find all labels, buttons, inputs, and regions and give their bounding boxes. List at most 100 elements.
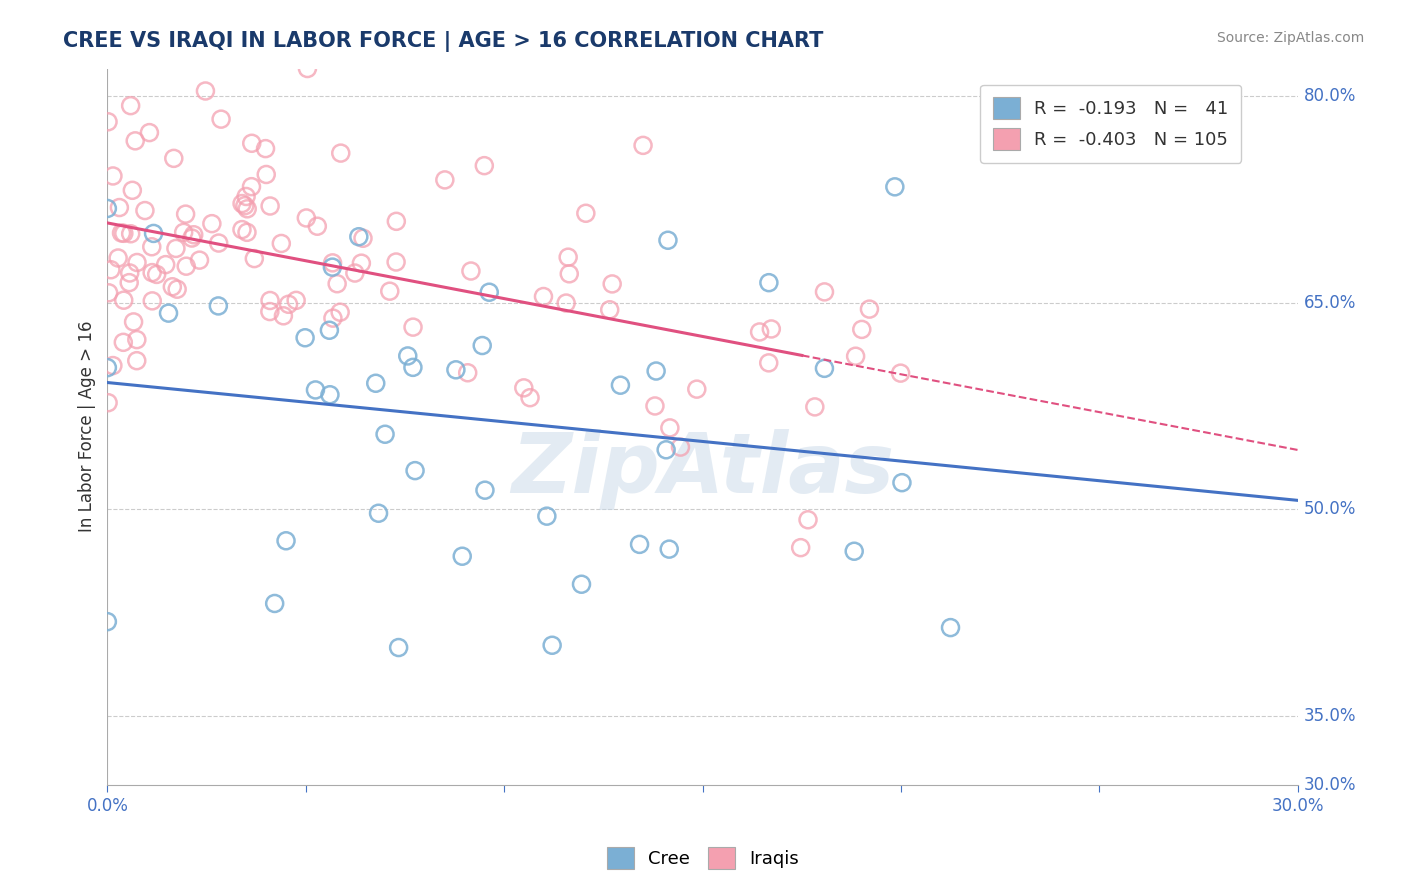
Point	[883, 179, 905, 194]
Point	[658, 542, 681, 557]
Point	[112, 293, 135, 308]
Point	[575, 206, 598, 220]
Point	[644, 399, 666, 413]
Point	[761, 322, 783, 336]
Point	[155, 258, 177, 272]
Point	[108, 201, 131, 215]
Point	[236, 202, 259, 216]
Point	[364, 376, 387, 391]
Point	[163, 152, 186, 166]
Point	[165, 242, 187, 256]
Point	[125, 255, 148, 269]
Point	[304, 383, 326, 397]
Point	[307, 219, 329, 234]
Point	[235, 189, 257, 203]
Point	[134, 203, 156, 218]
Point	[804, 400, 827, 414]
Point	[478, 285, 501, 300]
Point	[97, 395, 120, 409]
Point	[141, 293, 163, 308]
Point	[396, 349, 419, 363]
Point	[628, 537, 651, 551]
Point	[207, 299, 229, 313]
Point	[318, 323, 340, 337]
Point	[259, 293, 281, 308]
Point	[254, 168, 277, 182]
Point	[122, 315, 145, 329]
Point	[97, 115, 120, 129]
Y-axis label: In Labor Force | Age > 16: In Labor Force | Age > 16	[79, 321, 96, 533]
Point	[385, 255, 408, 269]
Point	[329, 146, 352, 161]
Point	[631, 138, 654, 153]
Point	[367, 506, 389, 520]
Point	[571, 577, 593, 591]
Point	[789, 541, 811, 555]
Point	[813, 361, 835, 376]
Point	[404, 464, 426, 478]
Point	[558, 267, 581, 281]
Point	[457, 366, 479, 380]
Point	[243, 252, 266, 266]
Point	[600, 277, 623, 291]
Point	[329, 305, 352, 319]
Point	[208, 235, 231, 250]
Point	[166, 282, 188, 296]
Point	[294, 331, 316, 345]
Point	[259, 304, 281, 318]
Point	[322, 311, 344, 326]
Point	[141, 266, 163, 280]
Point	[236, 225, 259, 239]
Point	[141, 240, 163, 254]
Point	[96, 360, 118, 375]
Point	[274, 533, 297, 548]
Point	[658, 421, 681, 435]
Point	[451, 549, 474, 564]
Point	[444, 363, 467, 377]
Point	[321, 260, 343, 274]
Point	[138, 126, 160, 140]
Point	[519, 391, 541, 405]
Point	[231, 222, 253, 236]
Point	[326, 277, 349, 291]
Point	[402, 360, 425, 375]
Point	[270, 236, 292, 251]
Point	[174, 207, 197, 221]
Point	[851, 322, 873, 336]
Point	[599, 302, 621, 317]
Point	[378, 284, 401, 298]
Point	[125, 353, 148, 368]
Point	[162, 279, 184, 293]
Point	[254, 142, 277, 156]
Point	[297, 62, 319, 76]
Point	[120, 227, 142, 241]
Point	[194, 84, 217, 98]
Text: 50.0%: 50.0%	[1303, 500, 1357, 518]
Point	[657, 233, 679, 247]
Point	[145, 268, 167, 282]
Text: ZipAtlas: ZipAtlas	[510, 429, 894, 510]
Point	[350, 256, 373, 270]
Point	[555, 296, 578, 310]
Point	[402, 320, 425, 334]
Point	[180, 231, 202, 245]
Point	[118, 276, 141, 290]
Legend: R =  -0.193   N =   41, R =  -0.403   N = 105: R = -0.193 N = 41, R = -0.403 N = 105	[980, 85, 1241, 163]
Point	[231, 196, 253, 211]
Point	[513, 381, 536, 395]
Point	[112, 335, 135, 350]
Point	[322, 256, 344, 270]
Point	[233, 199, 256, 213]
Point	[655, 442, 678, 457]
Point	[388, 640, 411, 655]
Point	[374, 427, 396, 442]
Legend: Cree, Iraqis: Cree, Iraqis	[598, 838, 808, 879]
Point	[183, 227, 205, 242]
Point	[343, 266, 366, 280]
Point	[844, 544, 866, 558]
Point	[645, 364, 668, 378]
Point	[100, 262, 122, 277]
Point	[669, 440, 692, 454]
Point	[174, 259, 197, 273]
Point	[110, 226, 132, 240]
